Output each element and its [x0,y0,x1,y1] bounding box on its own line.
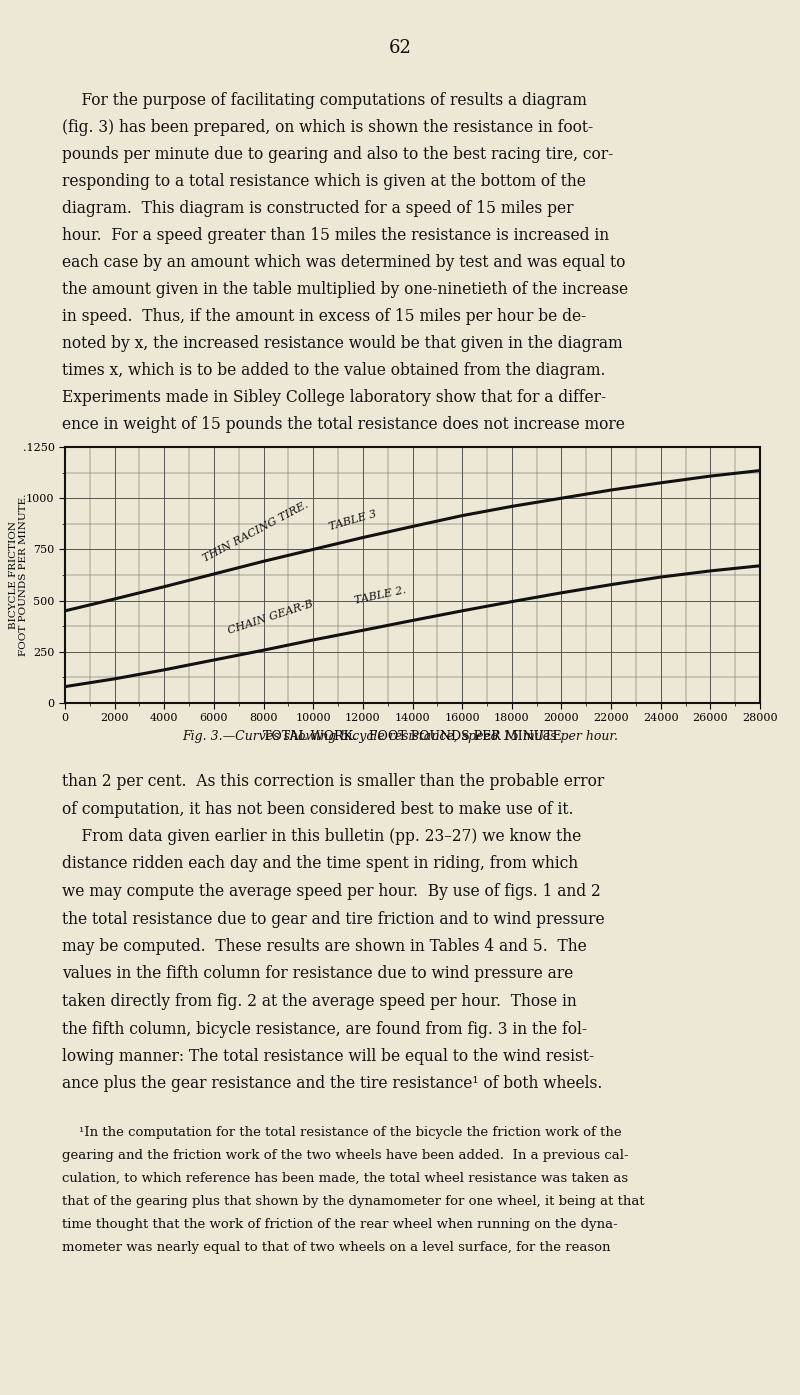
Text: TABLE 3: TABLE 3 [318,509,378,536]
Text: the total resistance due to gear and tire friction and to wind pressure: the total resistance due to gear and tir… [62,911,605,928]
Text: we may compute the average speed per hour.  By use of figs. 1 and 2: we may compute the average speed per hou… [62,883,601,900]
Text: mometer was nearly equal to that of two wheels on a level surface, for the reaso: mometer was nearly equal to that of two … [62,1242,610,1254]
Text: may be computed.  These results are shown in Tables 4 and 5.  The: may be computed. These results are shown… [62,937,586,956]
Text: From data given earlier in this bulletin (pp. 23–27) we know the: From data given earlier in this bulletin… [62,829,582,845]
Text: responding to a total resistance which is given at the bottom of the: responding to a total resistance which i… [62,173,586,190]
Text: time thought that the work of friction of the rear wheel when running on the dyn: time thought that the work of friction o… [62,1218,618,1230]
Text: lowing manner: The total resistance will be equal to the wind resist-: lowing manner: The total resistance will… [62,1048,594,1064]
Text: Fig. 3.—Curves showing bicycle resistance, speed 15 miles per hour.: Fig. 3.—Curves showing bicycle resistanc… [182,730,618,744]
X-axis label: TOTAL WORK.   FOOT POUNDS PER MINUTE: TOTAL WORK. FOOT POUNDS PER MINUTE [263,731,562,744]
Text: culation, to which reference has been made, the total wheel resistance was taken: culation, to which reference has been ma… [62,1172,628,1184]
Text: that of the gearing plus that shown by the dynamometer for one wheel, it being a: that of the gearing plus that shown by t… [62,1196,645,1208]
Text: in speed.  Thus, if the amount in excess of 15 miles per hour be de-: in speed. Thus, if the amount in excess … [62,308,586,325]
Text: (fig. 3) has been prepared, on which is shown the resistance in foot-: (fig. 3) has been prepared, on which is … [62,119,593,135]
Text: CHAIN GEAR-B: CHAIN GEAR-B [226,598,314,635]
Text: ence in weight of 15 pounds the total resistance does not increase more: ence in weight of 15 pounds the total re… [62,416,625,432]
Text: taken directly from fig. 2 at the average speed per hour.  Those in: taken directly from fig. 2 at the averag… [62,993,577,1010]
Text: than 2 per cent.  As this correction is smaller than the probable error: than 2 per cent. As this correction is s… [62,773,604,790]
Text: each case by an amount which was determined by test and was equal to: each case by an amount which was determi… [62,254,626,271]
Text: For the purpose of facilitating computations of results a diagram: For the purpose of facilitating computat… [62,92,587,109]
Text: TABLE 2.: TABLE 2. [343,585,406,608]
Text: ¹In the computation for the total resistance of the bicycle the friction work of: ¹In the computation for the total resist… [62,1126,622,1138]
Text: gearing and the friction work of the two wheels have been added.  In a previous : gearing and the friction work of the two… [62,1149,629,1162]
Y-axis label: BICYCLE FRICTION
FOOT POUNDS PER MINUTE.: BICYCLE FRICTION FOOT POUNDS PER MINUTE. [9,494,28,656]
Text: 62: 62 [389,39,411,57]
Text: the amount given in the table multiplied by one-ninetieth of the increase: the amount given in the table multiplied… [62,280,628,299]
Text: distance ridden each day and the time spent in riding, from which: distance ridden each day and the time sp… [62,855,578,872]
Text: Experiments made in Sibley College laboratory show that for a differ-: Experiments made in Sibley College labor… [62,389,606,406]
Text: values in the fifth column for resistance due to wind pressure are: values in the fifth column for resistanc… [62,965,574,982]
Text: hour.  For a speed greater than 15 miles the resistance is increased in: hour. For a speed greater than 15 miles … [62,227,609,244]
Text: ance plus the gear resistance and the tire resistance¹ of both wheels.: ance plus the gear resistance and the ti… [62,1076,602,1092]
Text: noted by x, the increased resistance would be that given in the diagram: noted by x, the increased resistance wou… [62,335,622,352]
Text: pounds per minute due to gearing and also to the best racing tire, cor-: pounds per minute due to gearing and als… [62,146,614,163]
Text: of computation, it has not been considered best to make use of it.: of computation, it has not been consider… [62,801,574,817]
Text: the fifth column, bicycle resistance, are found from fig. 3 in the fol-: the fifth column, bicycle resistance, ar… [62,1021,587,1038]
Text: times x, which is to be added to the value obtained from the diagram.: times x, which is to be added to the val… [62,361,606,379]
Text: THIN RACING TIRE.: THIN RACING TIRE. [202,499,310,564]
Text: diagram.  This diagram is constructed for a speed of 15 miles per: diagram. This diagram is constructed for… [62,199,574,218]
